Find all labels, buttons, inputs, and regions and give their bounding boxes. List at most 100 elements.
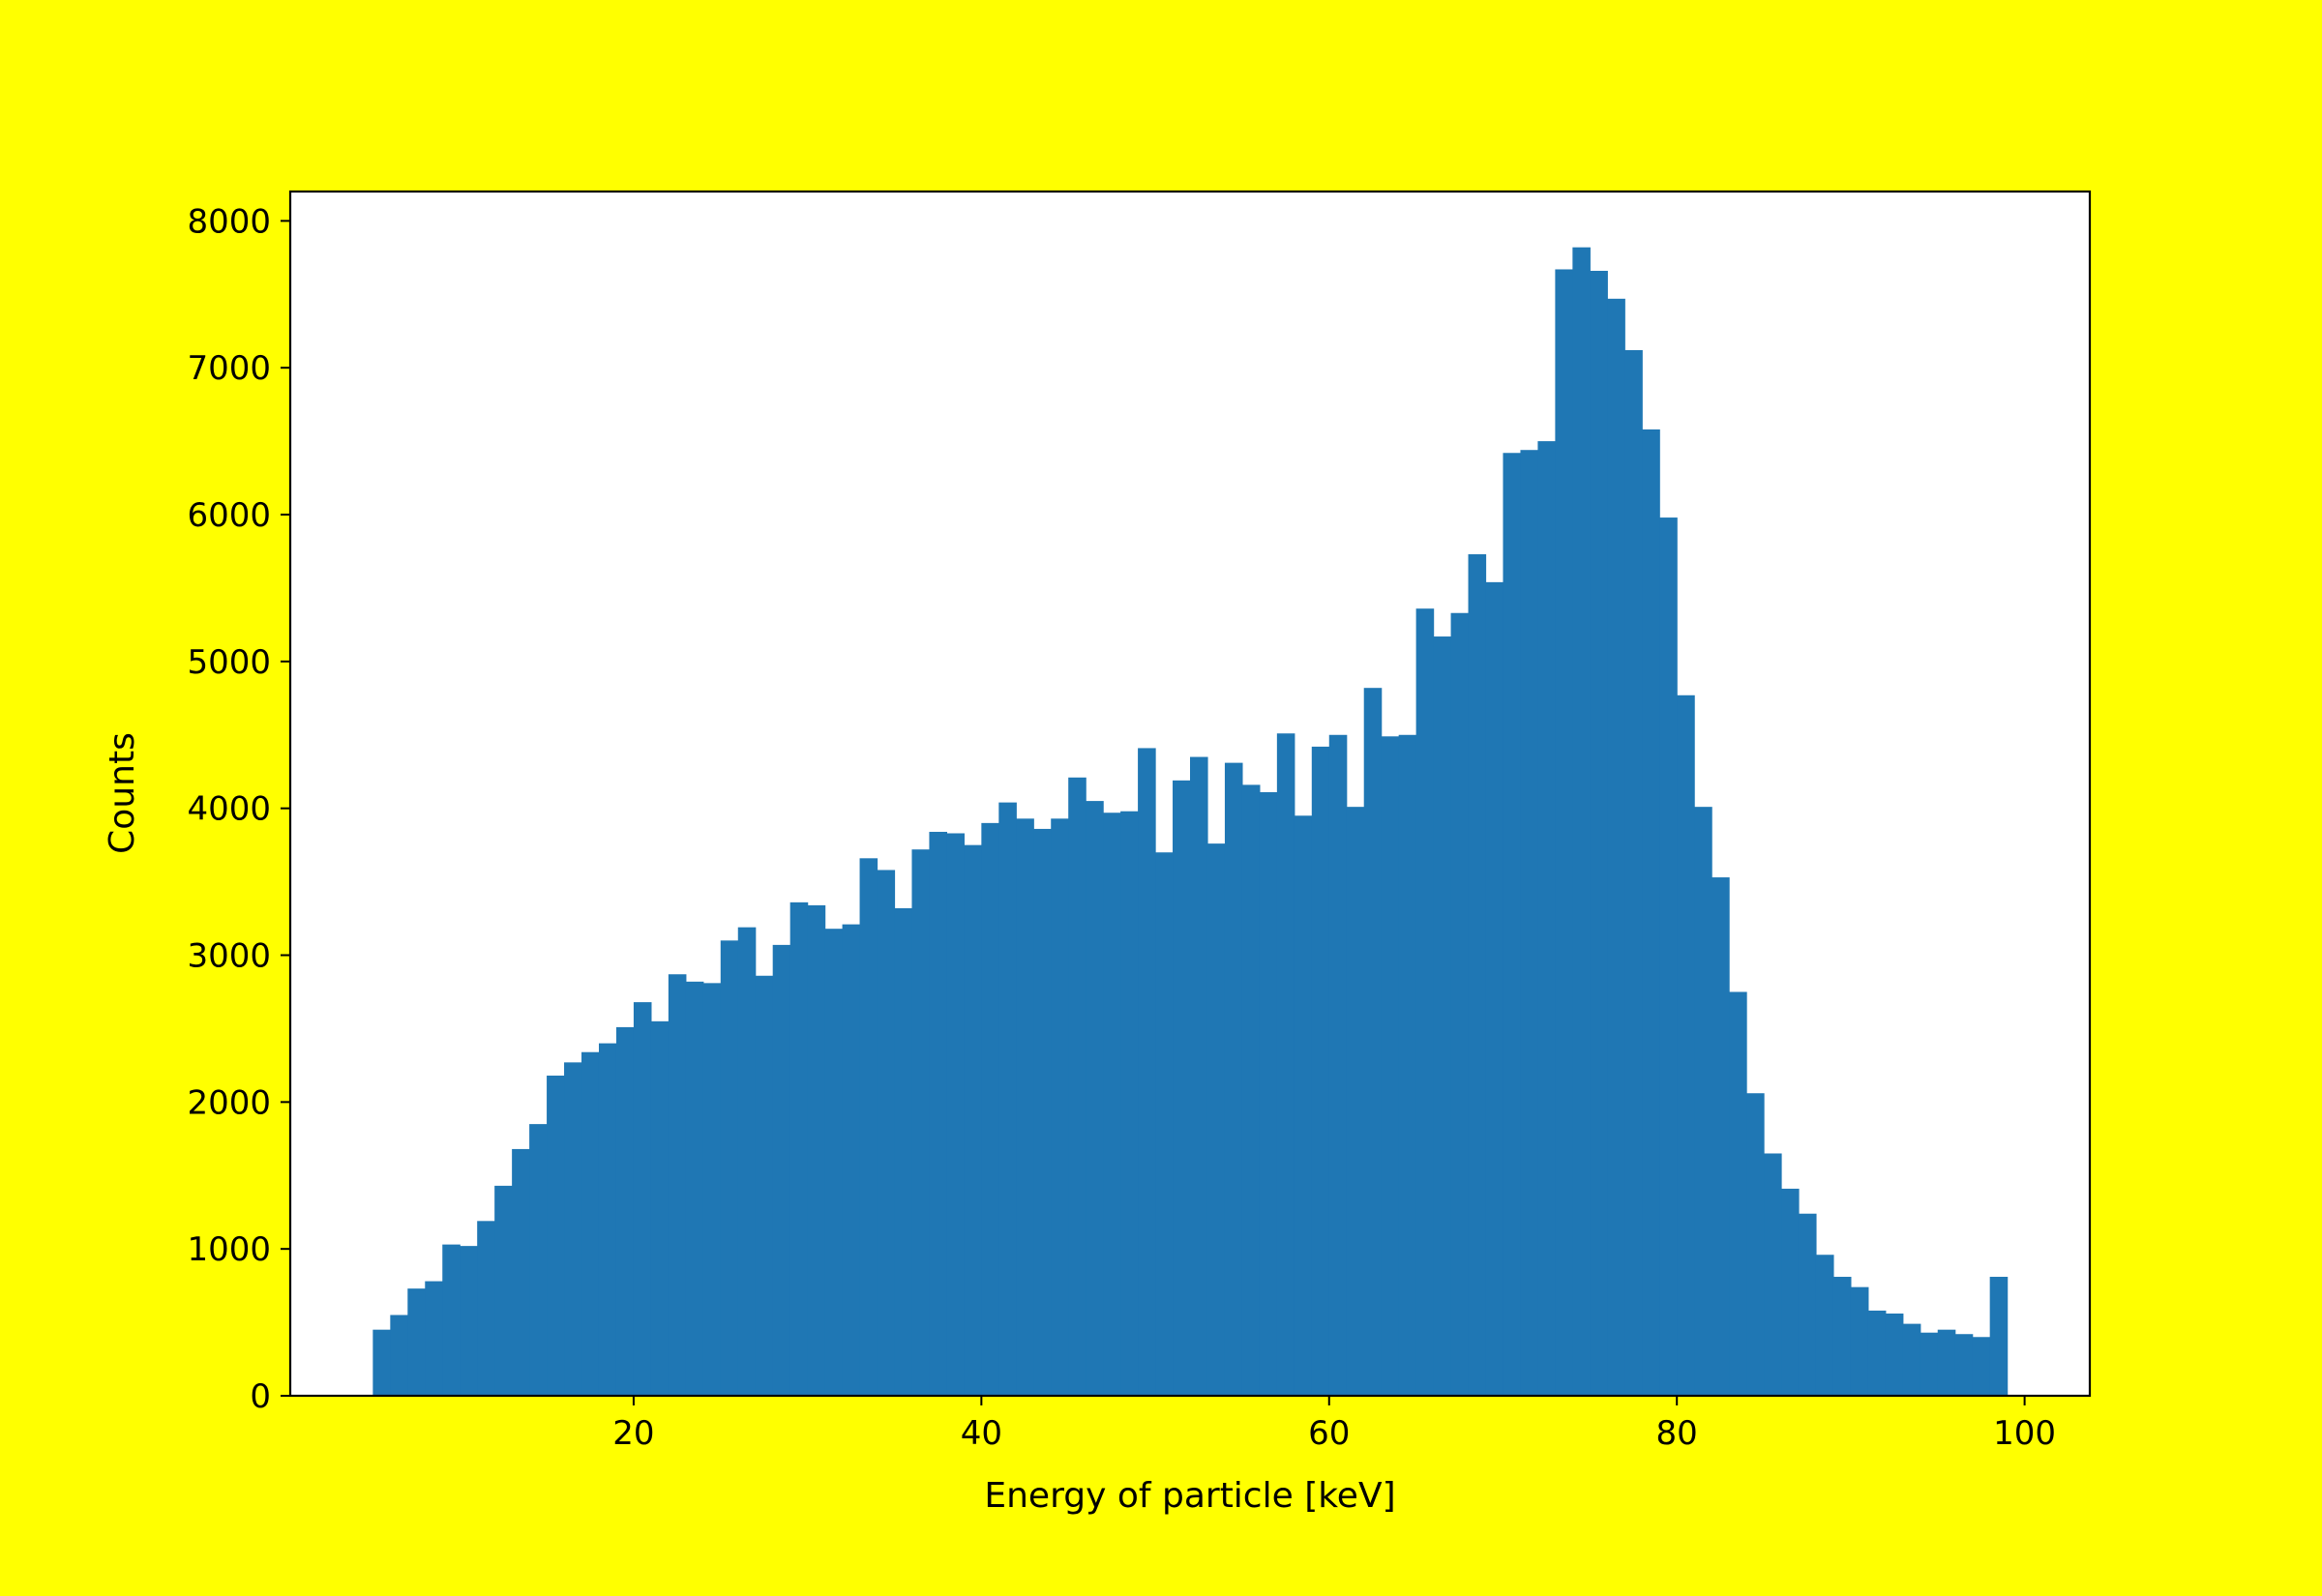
- histogram-bar: [1729, 991, 1747, 1396]
- histogram-bar: [824, 929, 844, 1396]
- histogram-bar: [372, 1329, 391, 1396]
- y-tick-label: 7000: [187, 349, 271, 388]
- histogram-bar: [737, 927, 757, 1396]
- histogram-bar: [1068, 777, 1087, 1396]
- histogram-bar: [460, 1246, 478, 1396]
- histogram-bar: [1120, 811, 1139, 1396]
- plot-frame: [288, 190, 2092, 1398]
- histogram-bar: [1798, 1213, 1817, 1396]
- histogram-bar: [807, 904, 826, 1396]
- x-tick-label: 60: [1308, 1414, 1350, 1453]
- histogram-bar: [1346, 807, 1365, 1396]
- histogram-bar: [668, 974, 687, 1396]
- histogram-bar: [702, 983, 722, 1396]
- histogram-bars: [372, 247, 2009, 1397]
- y-tick-label: 5000: [187, 643, 271, 682]
- histogram-bar: [1294, 815, 1313, 1396]
- histogram-bar: [1867, 1310, 1887, 1396]
- histogram-bar: [1555, 269, 1573, 1397]
- histogram-bar: [1363, 688, 1383, 1396]
- x-tick-label: 80: [1656, 1414, 1698, 1453]
- histogram-bar: [1659, 517, 1678, 1396]
- histogram-bar: [390, 1315, 408, 1396]
- histogram-bar: [1450, 612, 1470, 1396]
- histogram-bar: [1885, 1313, 1904, 1396]
- histogram-bar: [529, 1124, 548, 1396]
- histogram-bar: [755, 975, 774, 1396]
- histogram-bar: [407, 1288, 426, 1396]
- histogram-bar: [946, 833, 965, 1396]
- histogram-bar: [598, 1043, 617, 1396]
- y-tick-label: 8000: [187, 202, 271, 241]
- histogram-bar: [564, 1062, 582, 1396]
- histogram-bar: [1607, 298, 1625, 1397]
- histogram-bar: [1086, 801, 1104, 1396]
- histogram-bar: [894, 907, 913, 1396]
- histogram-bar: [1468, 554, 1487, 1396]
- histogram-bar: [964, 844, 982, 1396]
- histogram-bar: [720, 940, 739, 1396]
- histogram-bar: [512, 1148, 530, 1396]
- histogram-bar: [1033, 828, 1052, 1396]
- histogram-bar: [477, 1221, 495, 1396]
- histogram-bar: [547, 1076, 565, 1396]
- histogram-bar: [442, 1244, 461, 1396]
- histogram-bar: [929, 831, 948, 1396]
- histogram-bar: [998, 802, 1017, 1396]
- histogram-bar: [911, 849, 931, 1396]
- histogram-bar: [1850, 1286, 1869, 1396]
- x-axis-label: Energy of particle [keV]: [984, 1476, 1395, 1516]
- histogram-bar: [1781, 1188, 1800, 1396]
- histogram-bar: [1642, 429, 1660, 1397]
- histogram-bar: [1415, 608, 1435, 1396]
- histogram-bar: [1103, 813, 1121, 1396]
- histogram-bar: [1624, 349, 1643, 1397]
- histogram-bar: [1276, 733, 1295, 1396]
- y-tick-label: 3000: [187, 937, 271, 976]
- histogram-bar: [1712, 877, 1730, 1396]
- histogram-bar: [1381, 736, 1400, 1396]
- histogram-bar: [1937, 1329, 1956, 1396]
- histogram-bar: [1311, 746, 1330, 1396]
- histogram-bar: [1537, 441, 1556, 1396]
- x-tick-label: 40: [961, 1414, 1002, 1453]
- histogram-bar: [425, 1281, 443, 1396]
- histogram-bar: [1972, 1337, 1991, 1396]
- y-tick-label: 1000: [187, 1230, 271, 1269]
- histogram-bar: [1259, 791, 1278, 1396]
- y-axis-ticks: 0 1000 2000 3000 4000 5000 6000 7000 8000: [187, 202, 290, 1416]
- histogram-bar: [1764, 1153, 1782, 1396]
- histogram-bar: [789, 901, 809, 1396]
- histogram-bar: [581, 1051, 600, 1396]
- histogram-bar: [615, 1026, 635, 1396]
- histogram-bar: [1138, 748, 1156, 1396]
- histogram-bar: [1155, 852, 1174, 1396]
- y-tick-label: 4000: [187, 790, 271, 829]
- histogram-bar: [494, 1185, 513, 1396]
- histogram-bar: [1485, 581, 1504, 1396]
- histogram-bar: [1224, 762, 1243, 1396]
- histogram-bar: [1954, 1334, 1974, 1396]
- histogram-bar: [981, 822, 999, 1396]
- histogram-bar: [1815, 1255, 1834, 1396]
- histogram-bar: [1572, 247, 1591, 1397]
- histogram-bar: [842, 924, 861, 1396]
- y-tick-label: 6000: [187, 496, 271, 535]
- histogram-bar: [877, 870, 896, 1396]
- histogram-bar: [633, 1002, 652, 1396]
- histogram-bar: [1520, 450, 1539, 1397]
- histogram-bar: [1503, 453, 1522, 1396]
- histogram-bar: [1590, 270, 1608, 1396]
- histogram-bar: [1206, 843, 1226, 1396]
- histogram-bar: [1832, 1277, 1852, 1396]
- x-axis-ticks: 20 40 60 80 100: [612, 1396, 2056, 1453]
- y-tick-label: 0: [250, 1377, 271, 1416]
- histogram-bar: [685, 981, 704, 1396]
- histogram-bar: [1989, 1277, 2009, 1396]
- histogram-bar: [772, 944, 791, 1396]
- histogram-bar: [1051, 818, 1069, 1396]
- x-tick-label: 20: [612, 1414, 654, 1453]
- histogram-bar: [1920, 1332, 1939, 1396]
- y-tick-label: 2000: [187, 1083, 271, 1122]
